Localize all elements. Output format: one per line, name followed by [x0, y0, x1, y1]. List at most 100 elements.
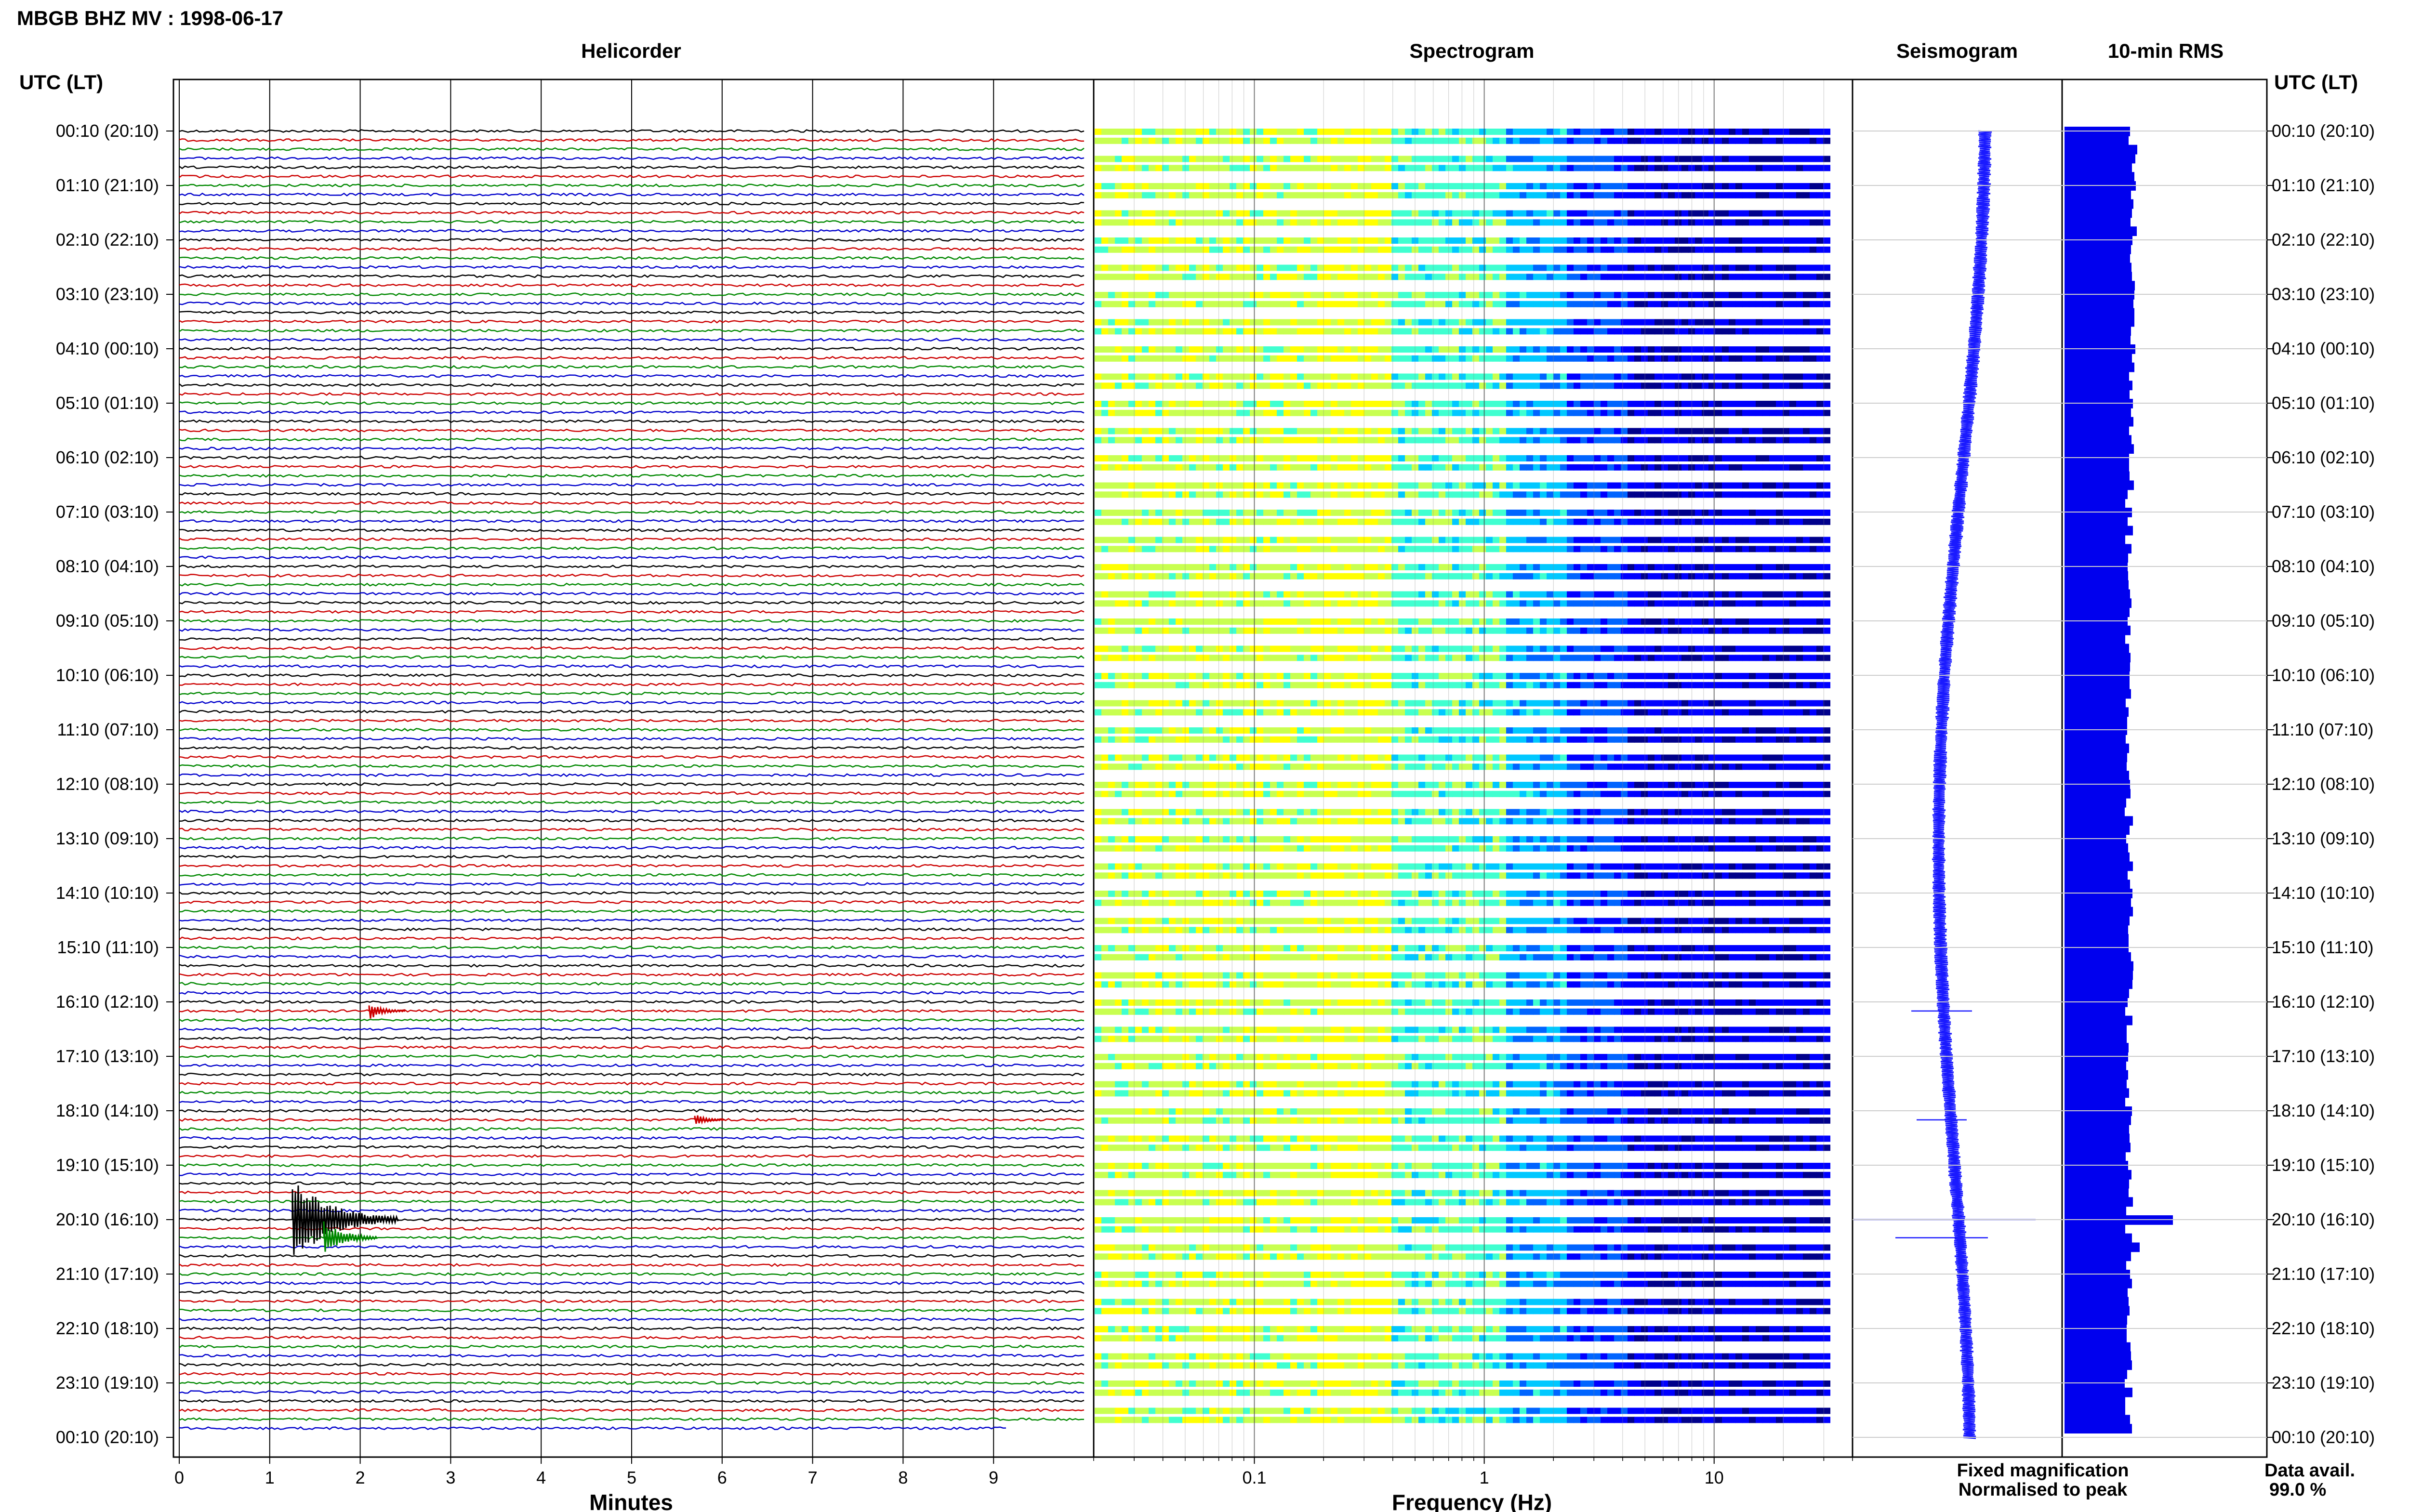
spectrogram-cell	[1203, 328, 1210, 335]
spectrogram-cell	[1789, 709, 1797, 716]
spectrogram-cell	[1749, 627, 1756, 634]
spectrogram-cell	[1472, 192, 1480, 198]
spectrogram-cell	[1108, 600, 1115, 607]
spectrogram-cell	[1493, 137, 1500, 144]
spectrogram-cell	[1358, 518, 1365, 525]
spectrogram-cell	[1169, 219, 1176, 226]
spectrogram-cell	[1405, 682, 1412, 688]
spectrogram-cell	[1391, 618, 1399, 625]
spectrogram-cell	[1290, 709, 1297, 716]
spectrogram-cell	[1439, 192, 1446, 198]
spectrogram-cell	[1756, 510, 1763, 516]
spectrogram-cell	[1722, 510, 1729, 516]
spectrogram-cell	[1243, 546, 1250, 552]
spectrogram-cell	[1209, 428, 1217, 434]
spectrogram-cell	[1182, 165, 1190, 171]
spectrogram-cell	[1135, 301, 1142, 307]
spectrogram-cell	[1337, 328, 1345, 335]
spectrogram-cell	[1358, 655, 1365, 661]
spectrogram-cell	[1628, 192, 1635, 198]
spectrogram-cell	[1499, 600, 1507, 607]
spectrogram-cell	[1108, 518, 1115, 525]
spectrogram-cell	[1695, 455, 1702, 461]
spectrogram-cell	[1499, 482, 1507, 489]
spectrogram-cell	[1661, 573, 1668, 579]
spectrogram-cell	[1533, 156, 1540, 162]
spectrogram-cell	[1756, 455, 1763, 461]
spectrogram-cell	[1284, 709, 1291, 716]
spectrogram-cell	[1466, 328, 1473, 335]
spectrogram-cell	[1655, 537, 1662, 543]
spectrogram-cell	[1762, 292, 1770, 298]
spectrogram-cell	[1284, 491, 1291, 498]
spectrogram-cell	[1769, 600, 1776, 607]
spectrogram-cell	[1695, 700, 1702, 707]
spectrogram-cell	[1715, 156, 1722, 162]
spectrogram-cell	[1688, 355, 1695, 362]
spectrogram-cell	[1203, 709, 1210, 716]
spectrogram-cell	[1223, 591, 1230, 598]
spectrogram-cell	[1135, 546, 1142, 552]
spectrogram-cell	[1688, 292, 1695, 298]
spectrogram-cell	[1230, 401, 1237, 407]
spectrogram-cell	[1722, 537, 1729, 543]
spectrogram-cell	[1526, 264, 1534, 271]
spectrogram-cell	[1520, 537, 1527, 543]
spectrogram-cell	[1324, 355, 1331, 362]
spectrogram-cell	[1439, 482, 1446, 489]
spectrogram-cell	[1284, 192, 1291, 198]
spectrogram-cell	[1176, 564, 1183, 570]
spectrogram-cell	[1553, 700, 1561, 707]
spectrogram-cell	[1243, 274, 1250, 280]
spectrogram-cell	[1216, 409, 1223, 416]
spectrogram-cell	[1472, 655, 1480, 661]
spectrogram-cell	[1169, 700, 1176, 707]
spectrogram-cell	[1607, 292, 1615, 298]
spectrogram-cell	[1594, 237, 1601, 244]
spectrogram-cell	[1472, 156, 1480, 162]
spectrogram-cell	[1735, 183, 1743, 189]
spectrogram-cell	[1405, 491, 1412, 498]
spectrogram-cell	[1540, 274, 1547, 280]
spectrogram-cell	[1769, 137, 1776, 144]
spectrogram-cell	[1263, 328, 1271, 335]
spectrogram-cell	[1317, 700, 1324, 707]
spectrogram-cell	[1304, 183, 1311, 189]
spectrogram-cell	[1708, 129, 1716, 135]
spectrogram-cell	[1681, 246, 1689, 253]
spectrogram-cell	[1668, 627, 1675, 634]
spectrogram-cell	[1142, 137, 1149, 144]
spectrogram-cell	[1378, 428, 1385, 434]
spectrogram-cell	[1486, 491, 1493, 498]
spectrogram-cell	[1398, 210, 1405, 217]
spectrogram-cell	[1641, 409, 1648, 416]
spectrogram-cell	[1749, 428, 1756, 434]
spectrogram-cell	[1196, 482, 1203, 489]
spectrogram-cell	[1776, 156, 1783, 162]
spectrogram-cell	[1324, 183, 1331, 189]
spectrogram-cell	[1499, 700, 1507, 707]
spectrogram-cell	[1742, 564, 1749, 570]
spectrogram-cell	[1803, 682, 1810, 688]
spectrogram-cell	[1735, 537, 1743, 543]
spectrogram-cell	[1634, 700, 1641, 707]
spectrogram-cell	[1540, 455, 1547, 461]
spectrogram-cell	[1580, 736, 1588, 743]
spectrogram-cell	[1513, 573, 1520, 579]
spectrogram-cell	[1135, 292, 1142, 298]
spectrogram-cell	[1101, 709, 1109, 716]
spectrogram-cell	[1135, 727, 1142, 734]
spectrogram-cell	[1371, 682, 1378, 688]
spectrogram-cell	[1540, 210, 1547, 217]
spectrogram-cell	[1776, 346, 1783, 353]
spectrogram-cell	[1284, 137, 1291, 144]
spectrogram-cell	[1290, 573, 1297, 579]
spectrogram-cell	[1735, 428, 1743, 434]
spectrogram-cell	[1540, 192, 1547, 198]
spectrogram-cell	[1358, 564, 1365, 570]
spectrogram-cell	[1486, 645, 1493, 652]
spectrogram-cell	[1810, 709, 1817, 716]
spectrogram-cell	[1425, 564, 1432, 570]
spectrogram-cell	[1095, 301, 1102, 307]
spectrogram-cell	[1493, 292, 1500, 298]
